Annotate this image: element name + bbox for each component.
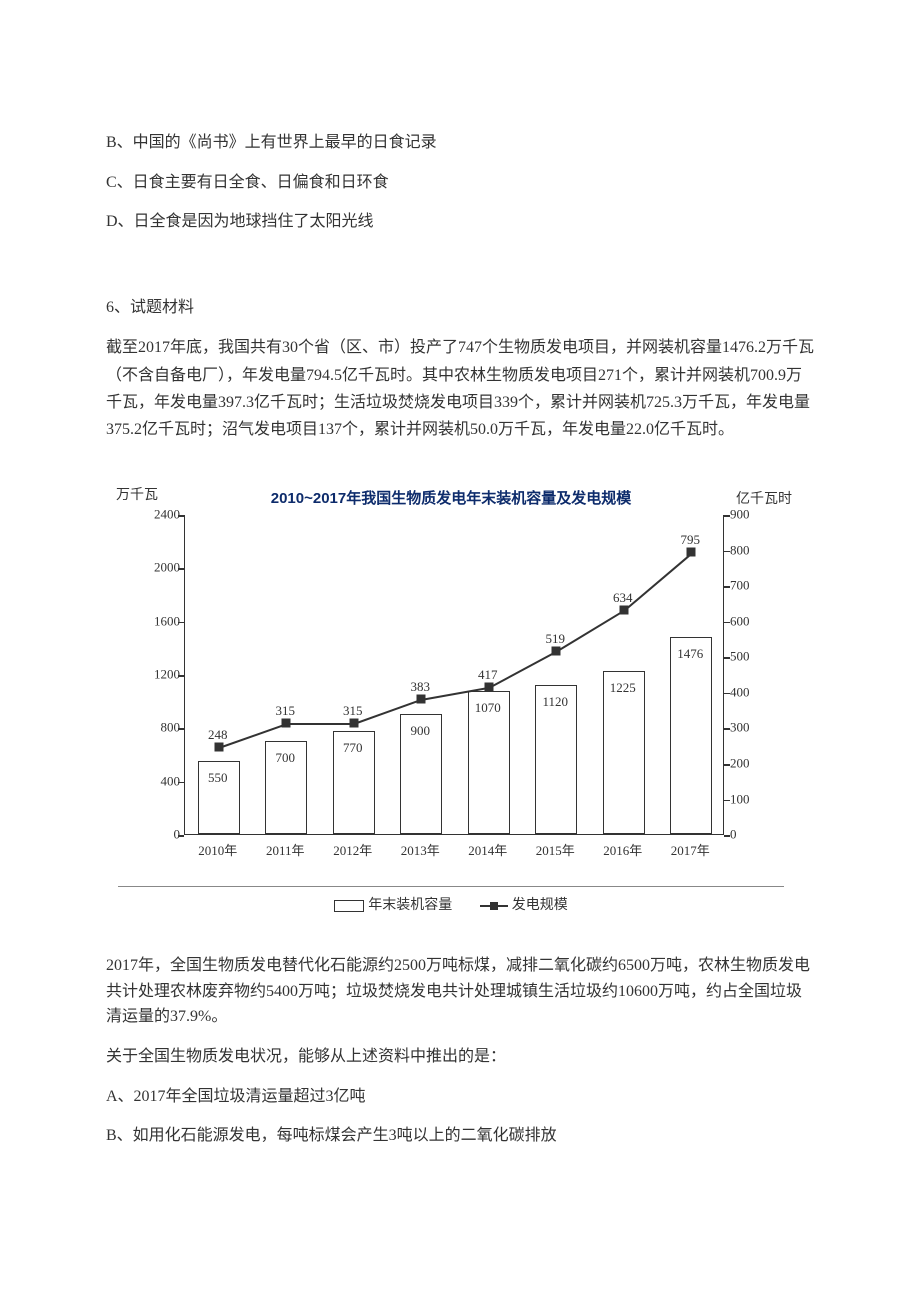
question-6-stem: 关于全国生物质发电状况，能够从上述资料中推出的是：	[106, 1044, 814, 1070]
line-value: 634	[613, 588, 633, 609]
y-right-tick: 600	[730, 611, 766, 632]
question-6-label: 6、试题材料	[106, 295, 814, 321]
option-b: B、中国的《尚书》上有世界上最早的日食记录	[106, 130, 814, 156]
line-value: 248	[208, 725, 228, 746]
line-value: 315	[276, 701, 296, 722]
line-value: 315	[343, 701, 363, 722]
y-right-tick: 100	[730, 789, 766, 810]
y-left-tick: 800	[140, 718, 180, 739]
legend-bar-label: 年末装机容量	[368, 898, 452, 913]
chart-legend: 年末装机容量 发电规模	[118, 886, 784, 917]
bar-value: 1476	[665, 644, 715, 665]
q6-option-a: A、2017年全国垃圾清运量超过3亿吨	[106, 1084, 814, 1110]
bar-value: 1225	[598, 678, 648, 699]
legend-line-icon	[480, 905, 508, 907]
x-tick: 2012年	[323, 841, 383, 862]
x-tick: 2011年	[255, 841, 315, 862]
bar-value: 900	[395, 721, 445, 742]
y-right-tick: 800	[730, 540, 766, 561]
q6-option-b: B、如用化石能源发电，每吨标煤会产生3吨以上的二氧化碳排放	[106, 1123, 814, 1149]
y-left-tick: 2400	[140, 505, 180, 526]
line-segment	[623, 553, 692, 612]
bar-value: 770	[328, 738, 378, 759]
line-value: 795	[681, 530, 701, 551]
bar-value: 1070	[463, 698, 513, 719]
y-right-tick: 700	[730, 576, 766, 597]
x-tick: 2014年	[458, 841, 518, 862]
y-left-tick: 1600	[140, 611, 180, 632]
line-value: 383	[411, 677, 431, 698]
y-right-tick: 200	[730, 754, 766, 775]
legend-bar-icon	[334, 900, 364, 912]
bar-value: 550	[193, 768, 243, 789]
x-tick: 2015年	[525, 841, 585, 862]
x-tick: 2017年	[660, 841, 720, 862]
y-right-tick: 500	[730, 647, 766, 668]
biomass-chart: 万千瓦 2010~2017年我国生物质发电年末装机容量及发电规模 亿千瓦时 年末…	[106, 483, 796, 923]
line-segment	[286, 723, 354, 725]
y-left-tick: 0	[140, 825, 180, 846]
option-d: D、日全食是因为地球挡住了太阳光线	[106, 209, 814, 235]
y-left-tick: 2000	[140, 558, 180, 579]
bar-value: 700	[260, 748, 310, 769]
bar	[670, 637, 712, 834]
line-segment	[488, 651, 556, 689]
y-right-tick: 0	[730, 825, 766, 846]
line-value: 519	[546, 629, 566, 650]
chart-title: 2010~2017年我国生物质发电年末装机容量及发电规模	[106, 487, 796, 511]
question-6-passage: 截至2017年底，我国共有30个省（区、市）投产了747个生物质发电项目，并网装…	[106, 334, 814, 443]
x-tick: 2013年	[390, 841, 450, 862]
y-right-tick: 400	[730, 682, 766, 703]
plot-area	[184, 515, 724, 835]
y-left-tick: 400	[140, 771, 180, 792]
y-left-tick: 1200	[140, 665, 180, 686]
legend-line-label: 发电规模	[512, 898, 568, 913]
y-right-tick: 900	[730, 505, 766, 526]
line-segment	[556, 610, 625, 653]
question-6-after-chart: 2017年，全国生物质发电替代化石能源约2500万吨标煤，减排二氧化碳约6500…	[106, 953, 814, 1030]
x-tick: 2010年	[188, 841, 248, 862]
x-tick: 2016年	[593, 841, 653, 862]
bar-value: 1120	[530, 692, 580, 713]
y-right-tick: 300	[730, 718, 766, 739]
line-value: 417	[478, 665, 498, 686]
option-c: C、日食主要有日全食、日偏食和日环食	[106, 170, 814, 196]
